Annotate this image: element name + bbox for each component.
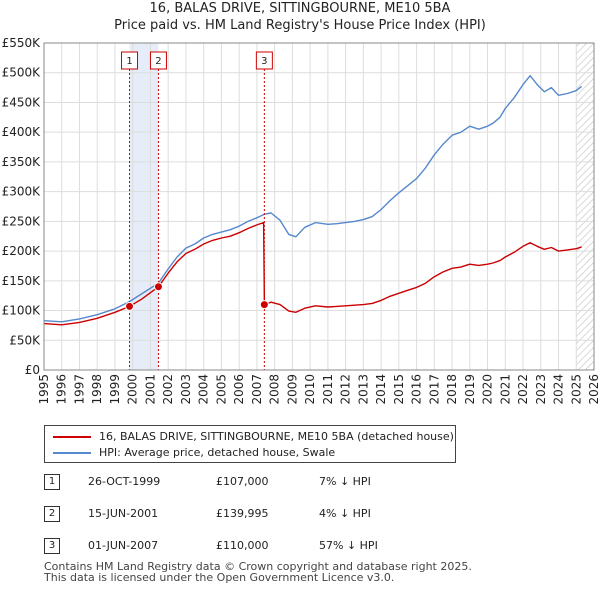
y-tick-label: £50K [9, 333, 41, 347]
plot-frame [43, 42, 595, 371]
legend-label-hpi: HPI: Average price, detached house, Swal… [99, 446, 336, 459]
series-lines [43, 74, 583, 326]
sale-markers [125, 282, 269, 311]
x-tick-label: 2010 [303, 374, 317, 405]
x-tick-label: 2004 [197, 374, 211, 405]
sale-label-text: 2 [155, 56, 161, 67]
transaction-hpi-diff: 57% ↓ HPI [319, 539, 378, 552]
axes: £0 £50K £100K £150K £200K £250K £300K £350K £400… [2, 36, 600, 405]
x-tick-label: 2005 [214, 374, 228, 405]
y-tick-label: £300K [2, 185, 42, 199]
x-tick-label: 2015 [392, 374, 406, 405]
forecast-hatch [576, 43, 594, 370]
x-tick-label: 2003 [179, 374, 193, 405]
transaction-price: £107,000 [216, 475, 269, 488]
x-tick-label: 2008 [268, 374, 282, 405]
y-tick-label: £450K [2, 95, 42, 109]
y-tick-label: £100K [2, 304, 42, 318]
x-tick-label: 1996 [55, 374, 69, 405]
y-tick-label: £200K [2, 244, 42, 258]
x-tick-label: 2001 [143, 374, 157, 405]
property-price-line [43, 221, 582, 326]
y-tick-label: £250K [2, 214, 42, 228]
legend-swatch-hpi [53, 452, 91, 454]
x-tick-label: 2023 [534, 374, 548, 405]
sale-label-box [255, 51, 273, 70]
x-tick-label: 2014 [374, 374, 388, 405]
transaction-hpi-diff: 7% ↓ HPI [319, 475, 371, 488]
y-tick-label: £400K [2, 125, 42, 139]
sale-label-text: 1 [126, 56, 132, 67]
highlight-band [129, 43, 159, 370]
transaction-date: 01-JUN-2007 [88, 539, 159, 552]
x-tick-label: 2024 [552, 374, 566, 405]
transaction-date: 26-OCT-1999 [88, 475, 161, 488]
footer-line-2: This data is licensed under the Open Gov… [44, 571, 395, 584]
sale-vertical-lines: 1 2 3 [121, 51, 273, 370]
transaction-number-badge: 1 [44, 474, 60, 490]
transaction-number-badge: 2 [44, 506, 60, 522]
x-tick-label: 2006 [232, 374, 246, 405]
table-row: 1 26-OCT-1999 £107,000 7% ↓ HPI [44, 472, 464, 494]
x-tick-label: 2016 [410, 374, 424, 405]
x-tick-label: 1997 [72, 374, 86, 405]
x-tick-label: 1998 [90, 374, 104, 405]
legend-label-property: 16, BALAS DRIVE, SITTINGBOURNE, ME10 5BA… [99, 430, 454, 443]
x-tick-label: 2022 [516, 374, 530, 405]
chart-legend: 16, BALAS DRIVE, SITTINGBOURNE, ME10 5BA… [44, 425, 456, 463]
x-tick-label: 2011 [321, 374, 335, 405]
x-tick-label: 2026 [587, 374, 600, 405]
x-tick-label: 1995 [37, 374, 51, 405]
x-tick-label: 2025 [569, 374, 583, 405]
x-tick-label: 2009 [285, 374, 299, 405]
highlight-band-layer [44, 43, 594, 370]
sale-marker-point [259, 300, 269, 310]
hpi-line [43, 74, 583, 323]
sale-label-box [149, 51, 167, 70]
y-tick-label: £350K [2, 155, 42, 169]
sale-marker-point [153, 282, 163, 292]
x-tick-label: 2012 [339, 374, 353, 405]
transaction-hpi-diff: 4% ↓ HPI [319, 507, 371, 520]
x-tick-label: 2021 [498, 374, 512, 405]
chart-title-address: 16, BALAS DRIVE, SITTINGBOURNE, ME10 5BA [149, 1, 451, 16]
x-tick-label: 2018 [445, 374, 459, 405]
sale-label-text: 3 [261, 56, 267, 67]
transaction-price: £139,995 [216, 507, 269, 520]
table-row: 2 15-JUN-2001 £139,995 4% ↓ HPI [44, 504, 464, 526]
x-tick-label: 2002 [161, 374, 175, 405]
transaction-date: 15-JUN-2001 [88, 507, 159, 520]
x-tick-label: 2019 [463, 374, 477, 405]
y-tick-label: £0 [25, 363, 40, 377]
transaction-price: £110,000 [216, 539, 269, 552]
sale-marker-point [125, 301, 135, 311]
footer-line-1: Contains HM Land Registry data © Crown c… [44, 560, 472, 573]
price-chart: 1 2 3 £0 £50K £100K £150K £200K £250K £300K £350K… [2, 36, 600, 405]
x-tick-label: 2000 [126, 374, 140, 405]
y-tick-label: £500K [2, 66, 42, 80]
x-tick-label: 2007 [250, 374, 264, 405]
footer-copyright: Contains HM Land Registry data © Crown c… [44, 561, 472, 583]
x-tick-label: 2017 [427, 374, 441, 405]
x-tick-label: 2020 [481, 374, 495, 405]
chart-title-subtitle: Price paid vs. HM Land Registry's House … [114, 18, 486, 33]
sale-label-box [121, 51, 139, 70]
legend-swatch-property [53, 436, 91, 438]
x-tick-label: 2013 [356, 374, 370, 405]
plot-background [44, 43, 594, 370]
transaction-number-badge: 3 [44, 538, 60, 554]
x-tick-label: 1999 [108, 374, 122, 405]
table-row: 3 01-JUN-2007 £110,000 57% ↓ HPI [44, 536, 464, 558]
y-tick-label: £550K [2, 36, 42, 50]
y-tick-label: £150K [2, 274, 42, 288]
